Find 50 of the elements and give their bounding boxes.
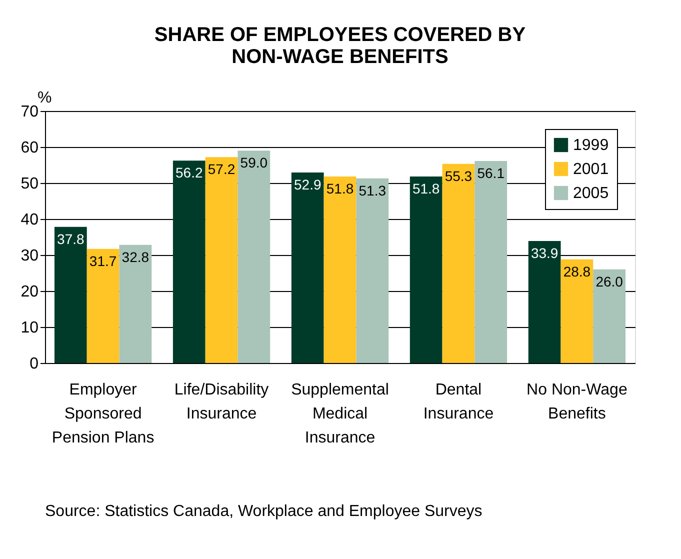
data-label: 31.7 [89, 252, 117, 269]
bar [324, 176, 356, 363]
bar [410, 176, 442, 363]
data-label: 51.8 [326, 180, 354, 197]
bar [356, 178, 389, 363]
data-label: 32.8 [122, 248, 150, 265]
x-tick-label: Dental Insurance [423, 382, 494, 422]
bar [205, 157, 238, 363]
x-tick-label: Life/Disability Insurance [174, 382, 269, 422]
y-tick-label: 60 [20, 140, 39, 156]
bar [474, 161, 508, 363]
data-label: 51.8 [412, 180, 440, 197]
y-tick-label: 30 [20, 248, 39, 264]
bar [86, 248, 120, 363]
y-tick-label: 10 [20, 320, 39, 336]
x-tick-label: Employer Sponsored Pension Plans [52, 382, 154, 446]
data-label: 52.9 [294, 176, 322, 193]
bar [238, 150, 270, 363]
bar [291, 172, 324, 363]
data-label: 33.9 [530, 244, 558, 261]
text: SHARE OF EMPLOYEES COVERED BY [154, 24, 526, 46]
data-label: 37.8 [57, 230, 85, 247]
bar [442, 164, 475, 363]
x-tick-label: No Non-Wage Benefits [526, 382, 628, 422]
legend-label: 1999 [573, 137, 609, 154]
data-label: 59.0 [240, 154, 268, 171]
data-label: 56.1 [477, 165, 505, 182]
y-axis-title: % [38, 90, 52, 106]
y-tick-label: 50 [20, 176, 39, 192]
data-label: 57.2 [208, 161, 236, 178]
bar [528, 240, 561, 363]
data-label: 55.3 [444, 168, 472, 184]
bar [593, 269, 626, 363]
data-label: 51.3 [358, 182, 386, 198]
data-label: 28.8 [563, 263, 591, 280]
legend-label: 2001 [573, 161, 609, 178]
text: NON-WAGE BENEFITS [232, 46, 448, 68]
data-label: 56.2 [176, 164, 203, 181]
bar [119, 244, 152, 363]
bar [560, 259, 594, 363]
bar [54, 226, 87, 363]
y-tick-label: 0 [30, 356, 39, 372]
y-tick-label: 70 [20, 104, 39, 120]
x-tick-label: Supplemental Medical Insurance [291, 382, 389, 446]
y-tick-label: 40 [20, 212, 39, 228]
y-tick-label: 20 [20, 284, 39, 300]
bar [172, 160, 206, 363]
data-label: 26.0 [596, 273, 624, 290]
source-note: Source: Statistics Canada, Workplace and Employee Surveys [45, 503, 482, 520]
legend-label: 2005 [573, 185, 609, 202]
